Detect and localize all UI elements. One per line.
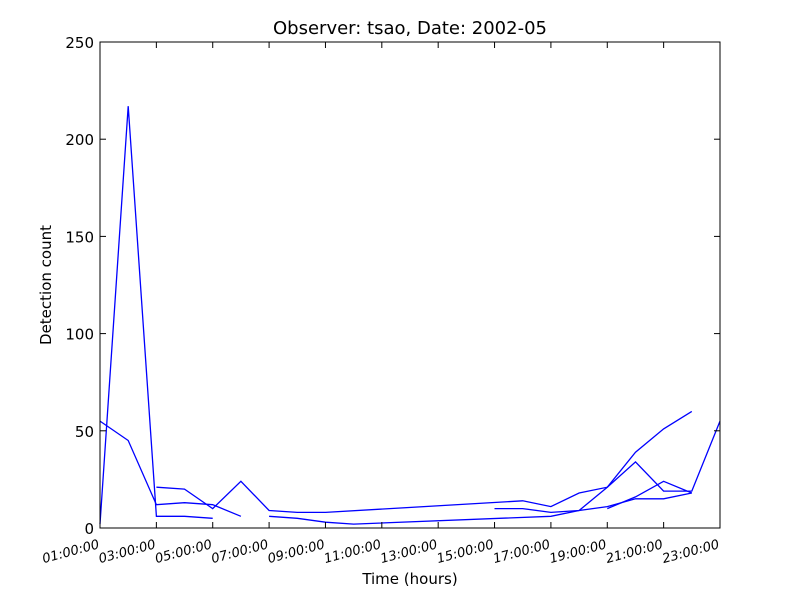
plot-frame — [99, 41, 721, 529]
y-axis-label: Detection count — [37, 225, 55, 345]
series-line-3 — [156, 410, 693, 514]
y-tick-label: 150 — [65, 228, 94, 246]
x-tick-label: 19:00:00 — [548, 537, 608, 567]
y-tick-label: 200 — [65, 131, 94, 149]
x-tick-label: 03:00:00 — [97, 537, 157, 567]
tick-layer: 05010015020025001:00:0003:00:0005:00:000… — [41, 34, 721, 567]
x-tick-label: 07:00:00 — [210, 537, 270, 567]
y-tick-label: 100 — [65, 326, 94, 344]
series-line-5 — [494, 420, 721, 514]
x-axis-label: Time (hours) — [361, 570, 457, 588]
series-line-1 — [99, 106, 213, 525]
y-tick-label: 0 — [84, 520, 94, 538]
x-tick-label: 01:00:00 — [41, 537, 101, 567]
x-tick-label: 23:00:00 — [661, 537, 721, 567]
series-line-4 — [269, 492, 692, 525]
x-tick-label: 09:00:00 — [266, 537, 326, 567]
series-layer — [99, 106, 721, 525]
x-tick-label: 15:00:00 — [435, 537, 495, 567]
chart-title: Observer: tsao, Date: 2002-05 — [273, 18, 547, 39]
x-tick-label: 05:00:00 — [153, 537, 213, 567]
x-tick-label: 21:00:00 — [604, 537, 664, 567]
series-line-6 — [607, 480, 693, 510]
x-tick-label: 11:00:00 — [323, 537, 383, 567]
y-tick-label: 250 — [65, 34, 94, 52]
x-tick-label: 17:00:00 — [492, 537, 552, 567]
y-tick-label: 50 — [75, 423, 94, 441]
x-tick-label: 13:00:00 — [379, 537, 439, 567]
series-line-2 — [99, 420, 242, 517]
